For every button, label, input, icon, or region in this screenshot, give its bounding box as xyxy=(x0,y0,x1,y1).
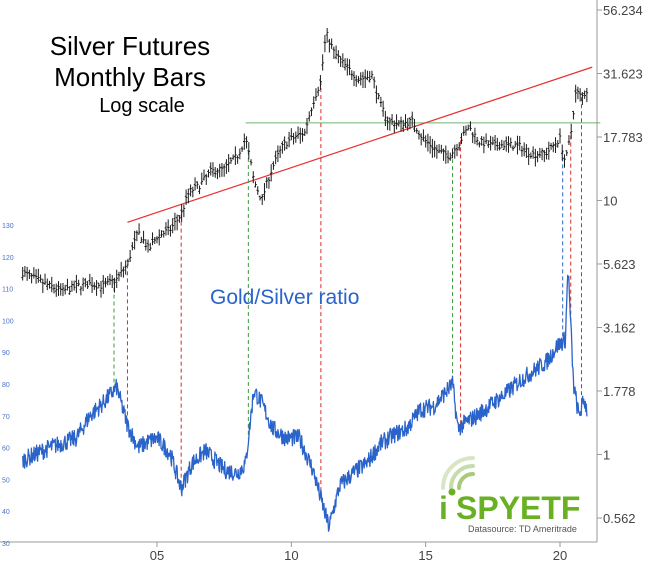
y-right-tick-label: 31.623 xyxy=(603,66,643,81)
ratio-series-label: Gold/Silver ratio xyxy=(210,286,359,309)
resistance-trend-line xyxy=(127,66,593,223)
logo-letter-i: i xyxy=(439,490,448,526)
y-right-tick-label: 1 xyxy=(603,447,610,462)
chart-subtitle: Log scale xyxy=(99,95,185,117)
x-tick-label: 15 xyxy=(418,548,432,563)
y-left-tick-label: 50 xyxy=(2,477,10,484)
y-right-tick-label: 17.783 xyxy=(603,130,643,145)
plot-frame xyxy=(0,0,598,543)
y-left-tick-label: 110 xyxy=(2,287,13,294)
chart-title-line-2: Monthly Bars xyxy=(54,62,206,92)
radar-dot-icon xyxy=(441,456,475,496)
silver-series xyxy=(21,27,589,298)
y-left-tick-label: 130 xyxy=(2,223,14,230)
y-right-tick-label: 10 xyxy=(603,193,617,208)
logo-wordmark: SPYETF xyxy=(456,490,580,526)
y-right-tick-label: 3.162 xyxy=(603,320,636,335)
y-left-tick-label: 80 xyxy=(2,382,10,389)
y-right-tick-label: 56.234 xyxy=(603,3,643,18)
right-axis-ticks: 56.234 31.623 17.783 10 5.623 3.162 1.778 1 0.56… xyxy=(597,3,643,526)
x-tick-label: 05 xyxy=(150,548,164,563)
x-tick-label: 10 xyxy=(284,548,298,563)
y-right-tick-label: 5.623 xyxy=(603,257,636,272)
y-left-tick-label: 120 xyxy=(2,255,14,262)
y-right-tick-label: 0.562 xyxy=(603,511,636,526)
marker-lines xyxy=(113,81,582,499)
y-left-tick-label: 40 xyxy=(2,509,10,516)
ratio-series xyxy=(22,274,588,532)
ispyetf-logo: i SPYETF Datasource: TD Ameritrade xyxy=(439,456,580,534)
left-axis-ticks: 130 120 110 100 90 80 70 60 50 40 30 xyxy=(2,223,14,548)
reference-lines xyxy=(127,66,601,223)
y-left-tick-label: 90 xyxy=(2,350,10,357)
y-left-tick-label: 60 xyxy=(2,446,10,453)
chart-title-line-1: Silver Futures xyxy=(50,31,210,61)
y-left-tick-label: 70 xyxy=(2,414,10,421)
x-axis-ticks: 05 10 15 20 xyxy=(150,542,567,563)
x-tick-label: 20 xyxy=(553,548,567,563)
y-right-tick-label: 1.778 xyxy=(603,384,636,399)
gold-silver-ratio-line xyxy=(22,274,588,532)
logo-datasource: Datasource: TD Ameritrade xyxy=(468,524,577,534)
y-left-tick-label: 100 xyxy=(2,318,14,325)
y-left-tick-label: 30 xyxy=(2,541,10,548)
